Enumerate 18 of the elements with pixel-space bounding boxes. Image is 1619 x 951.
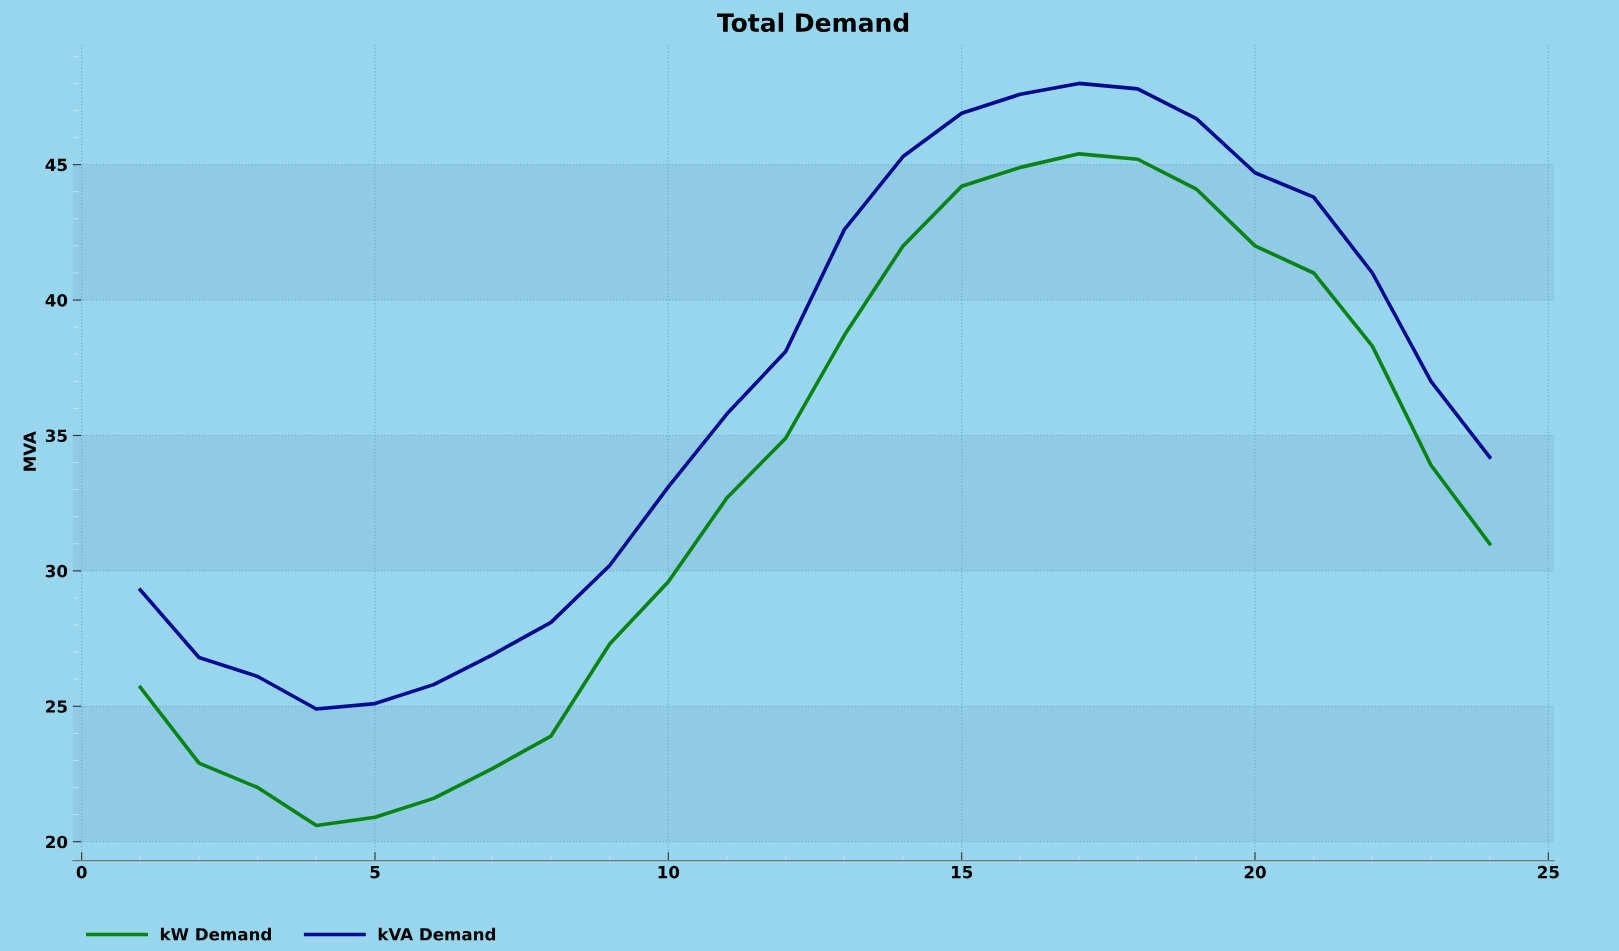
y-tick-label: 20: [46, 835, 68, 849]
y-tick-label: 40: [45, 294, 68, 307]
x-tick-label: 0: [76, 865, 87, 879]
x-tick-label: 10: [658, 865, 680, 879]
x-tick-label: 25: [1538, 865, 1559, 879]
y-tick-label: 30: [45, 564, 68, 578]
x-tick-label: 5: [370, 866, 380, 879]
y-tick-label: 25: [46, 700, 67, 713]
x-tick-label: 20: [1244, 865, 1266, 879]
y-axis-title: MVA: [23, 431, 36, 471]
line-series: [138, 81, 1492, 711]
line-series: [138, 152, 1492, 828]
y-tick-label: 45: [45, 158, 67, 172]
x-tick-label: 15: [951, 866, 973, 879]
legend-label: kVA Demand: [378, 927, 496, 941]
legend-label: kW Demand: [160, 927, 271, 941]
y-tick-label: 35: [45, 429, 67, 443]
chart-title: Total Demand: [717, 12, 909, 33]
